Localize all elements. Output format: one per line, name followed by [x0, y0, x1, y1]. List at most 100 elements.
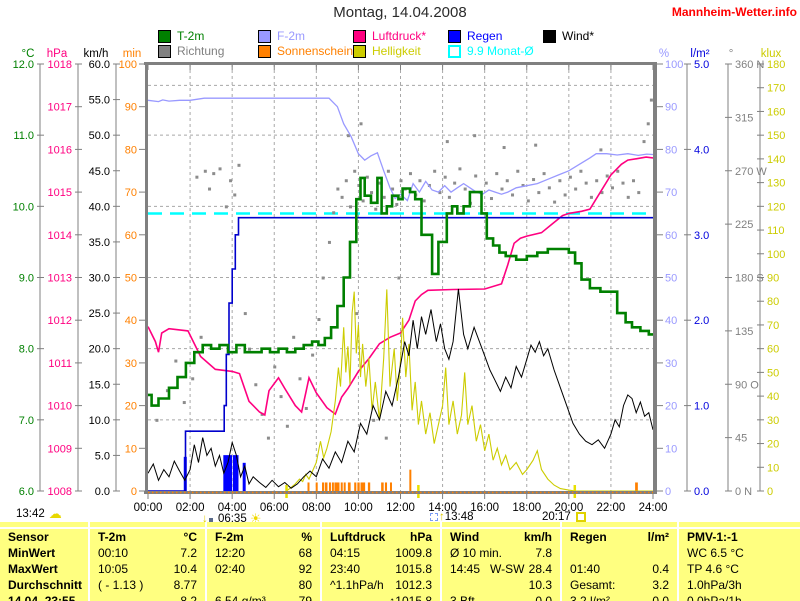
y-tick-label: 60 [665, 230, 677, 242]
legend-item-luftdruck-: Luftdruck* [353, 29, 426, 43]
x-tick-label: 16:00 [470, 502, 499, 514]
x-tick-label: 04:00 [218, 502, 247, 514]
table-cell: 00:10 7.2 [90, 545, 205, 561]
x-tick-label: 06:00 [260, 502, 289, 514]
y-tick-label: 70 [125, 187, 137, 199]
y-tick-label: 50 [665, 273, 677, 285]
up-arrow-icon: ↑ [439, 511, 445, 523]
y-tick-label: 1018 [48, 59, 72, 71]
series-richtung-dots [155, 98, 653, 440]
table-cell-text: km/h [523, 530, 552, 544]
axis-title: % [659, 48, 669, 60]
table-top-strip [562, 522, 677, 527]
y-tick-label: 80 [125, 144, 137, 156]
series-regen-bars [183, 455, 246, 491]
y-tick-label: 3.0 [694, 230, 709, 242]
table-cell-text: MaxWert [8, 562, 58, 576]
axis-C: 6.0 7.0 8.0 9.0 10.0 11.0 12.0 [13, 59, 44, 498]
table-top-strip [90, 522, 205, 527]
marker-midday: ↑ 13:48 [430, 511, 474, 523]
table-cell-text: 92 [298, 562, 312, 576]
y-tick-label: 70 [767, 320, 779, 332]
table-cell-text: 3.2 l/m² [570, 594, 611, 601]
table-cell-text: Regen [570, 530, 607, 544]
gridlines [148, 64, 653, 491]
y-tick-label: 1016 [48, 144, 72, 156]
y-tick-label: 20 [767, 439, 779, 451]
table-cell-text: 14.04. 23:55 [8, 594, 76, 601]
table-cell-text: Wind [450, 530, 480, 544]
legend-label: Richtung [177, 44, 225, 58]
table-cell-text: l/m² [647, 530, 669, 544]
y-tick-label: 15.0 [89, 379, 110, 391]
legend-item-wind-: Wind* [543, 29, 594, 43]
y-tick-label: 315 [735, 112, 753, 124]
table-cell: 10:05 10.4 [90, 561, 205, 577]
x-tick-label: 00:00 [134, 502, 163, 514]
y-tick-label: 50.0 [89, 130, 110, 142]
y-tick-label: 100 [119, 59, 137, 71]
legend-label: Helligkeit [372, 44, 421, 58]
table-cell-text: 1012.3 [395, 578, 432, 592]
marker-sunset: 20:17 [542, 511, 586, 523]
x-axis: 00:00 02:00 04:00 06:00 08:00 10:00 12:00 14:00… [134, 65, 667, 514]
site-link[interactable]: Mannheim-Wetter.info [671, 5, 797, 19]
legend-swatch-icon [543, 29, 556, 43]
series-f2m [148, 97, 653, 202]
y-tick-label: 50 [767, 367, 779, 379]
y-tick-label: 40 [767, 391, 779, 403]
table-cell: 23:40 1015.8 [322, 561, 440, 577]
legend-label: Regen [467, 29, 503, 43]
y-tick-label: 20.0 [89, 344, 110, 356]
table-cell-text: 1015.8 [395, 562, 432, 576]
marker-time-label: 13:42 [16, 508, 45, 520]
legend-label: T-2m [177, 29, 205, 43]
chart-legend: T-2m F-2m Luftdruck* Regen Wind* Richtung Sonn… [0, 0, 800, 60]
y-tick-label: 9.0 [19, 273, 34, 285]
axis-min: 0 10 20 30 40 50 60 70 80 90 100 [119, 59, 146, 498]
sunset-square-icon [575, 512, 586, 522]
dashed-square-icon [430, 513, 438, 521]
marker-left-time: 13:42 ☁ [16, 506, 62, 522]
y-tick-label: 10 [665, 443, 677, 455]
y-tick-label: 30 [767, 415, 779, 427]
table-cell: 8.2 [90, 593, 205, 601]
legend-label: Sonnenschein [277, 44, 354, 58]
table-cell-text: 8.77 [173, 578, 197, 592]
legend-label: F-2m [277, 29, 305, 43]
y-tick-label: 225 [735, 219, 753, 231]
y-tick-label: 8.0 [19, 344, 34, 356]
legend-item-helligkeit: Helligkeit [353, 44, 421, 58]
table-cell: Regen l/m² [562, 529, 677, 545]
y-tick-label: 50 [125, 273, 137, 285]
y-tick-label: 1008 [48, 486, 72, 498]
y-tick-label: 7.0 [19, 415, 34, 427]
axis-lm: 0.0 1.0 2.0 3.0 4.0 5.0 [684, 59, 709, 498]
y-tick-label: 40.0 [89, 201, 110, 213]
series-wind [148, 288, 653, 489]
series-sonnenschein-bars [307, 469, 638, 491]
table-cell-text: 1.0hPa/3h [687, 578, 742, 592]
table-cell-text: 10:05 [98, 562, 129, 576]
legend-swatch-icon [158, 29, 171, 43]
table-cell-text: Luftdruck [330, 530, 386, 544]
table-cell-text: MinWert [8, 546, 56, 560]
table-cell: ↑1015.8 [322, 593, 440, 601]
y-tick-label: 40 [125, 315, 137, 327]
page-title: Montag, 14.04.2008 [333, 4, 467, 21]
x-tick-label: 18:00 [512, 502, 541, 514]
x-tick-label: 22:00 [597, 502, 626, 514]
table-cell-text: 01:40 [570, 562, 601, 576]
y-tick-label: 10.0 [13, 201, 34, 213]
x-tick-label: 12:00 [386, 502, 415, 514]
sun-icon: ☀ [249, 511, 262, 526]
axis-%: 0 10 20 30 40 50 60 70 80 90 100 [656, 59, 683, 498]
table-top-strip [442, 522, 560, 527]
table-cell: WC 6.5 °C [679, 545, 800, 561]
legend-swatch-icon [448, 44, 461, 58]
table-cell-text: 28.4 [528, 562, 552, 576]
legend-item-richtung: Richtung [158, 44, 224, 58]
y-tick-label: 11.0 [13, 130, 34, 142]
table-cell-text: Gesamt: [570, 578, 616, 592]
